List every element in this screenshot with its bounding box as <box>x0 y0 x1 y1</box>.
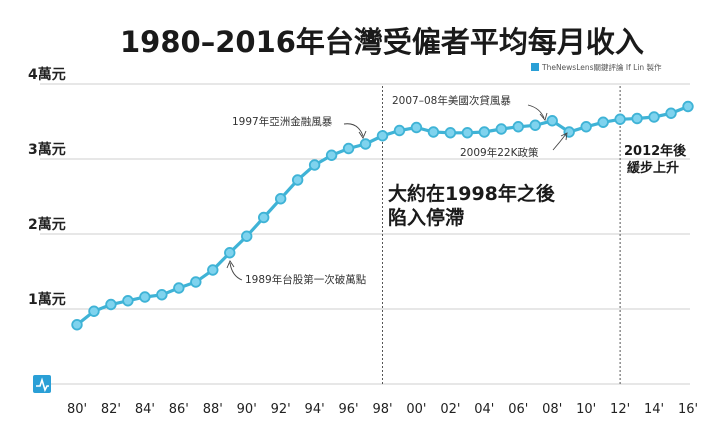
x-tick-label: 02' <box>440 402 460 417</box>
data-point <box>563 126 575 138</box>
annotation-stagnation-line1: 大約在1998年之後 <box>388 182 556 205</box>
x-axis-ticks: 80' 82' 84' 86' 88' 90' 92' 94' 96' 98' 00' 02' 04' 0… <box>67 402 698 417</box>
annotation-arrowhead <box>358 130 367 139</box>
annotation-arrowhead <box>226 260 235 269</box>
data-point <box>393 124 406 137</box>
data-point <box>597 116 609 128</box>
data-point <box>342 142 355 155</box>
x-tick-label: 80' <box>67 402 87 417</box>
y-tick-label: 3萬元 <box>28 141 66 158</box>
data-point <box>529 119 541 131</box>
x-tick-label: 84' <box>135 402 155 417</box>
annotation-arrow <box>343 123 364 137</box>
annotation-subprime: 2007–08年美國次貸風暴 <box>392 94 511 107</box>
data-point <box>173 282 185 294</box>
chart-credit: TheNewsLens關鍵評論 If Lin 製作 <box>541 62 662 72</box>
annotation-1989-stock: 1989年台股第一次破萬點 <box>245 273 367 286</box>
annotation-arrowhead <box>560 132 568 141</box>
x-tick-label: 94' <box>305 402 325 417</box>
data-point <box>376 130 389 142</box>
data-point <box>495 123 508 135</box>
data-point <box>190 276 202 288</box>
data-point <box>291 174 304 186</box>
x-tick-label: 12' <box>610 402 630 417</box>
x-tick-label: 86' <box>169 402 189 417</box>
annotation-layer: 1997年亞洲金融風暴 2007–08年美國次貸風暴 2009年22K政策 1989年… <box>226 94 687 286</box>
data-point <box>410 121 423 134</box>
x-tick-label: 82' <box>101 402 121 417</box>
data-point <box>665 107 677 119</box>
x-tick-label: 88' <box>203 402 223 417</box>
x-tick-label: 04' <box>474 402 494 417</box>
annotation-arrow <box>229 262 243 281</box>
credit-logo-icon <box>531 63 539 71</box>
data-point <box>207 264 219 276</box>
annotation-arrow <box>527 104 545 119</box>
y-tick-label: 4萬元 <box>28 66 66 83</box>
data-point <box>461 127 474 139</box>
y-axis-ticks: 1萬元 2萬元 3萬元 4萬元 <box>28 66 66 308</box>
data-point <box>308 159 321 171</box>
x-tick-label: 00' <box>406 402 426 417</box>
grid-layer <box>40 83 690 385</box>
data-point <box>156 289 168 301</box>
annotation-2012-line2: 緩步上升 <box>627 160 679 176</box>
x-tick-label: 98' <box>372 402 392 417</box>
data-point <box>325 149 338 161</box>
data-point <box>122 295 134 307</box>
axis-break-icon <box>33 375 51 393</box>
x-tick-label: 16' <box>678 402 698 417</box>
data-point <box>105 298 117 311</box>
data-point <box>614 113 626 125</box>
annotation-1997-crisis: 1997年亞洲金融風暴 <box>232 115 333 128</box>
data-point <box>139 291 151 303</box>
x-tick-label: 92' <box>271 402 291 417</box>
data-point <box>241 230 253 242</box>
series-layer <box>71 100 694 331</box>
data-point <box>631 112 643 125</box>
data-point <box>512 121 524 133</box>
data-point <box>359 138 372 150</box>
x-tick-label: 10' <box>576 402 596 417</box>
chart-title: 1980–2016年台灣受僱者平均每月收入 <box>120 25 644 59</box>
annotation-2012-line1: 2012年後 <box>624 143 687 159</box>
data-point <box>444 127 457 139</box>
x-tick-label: 08' <box>542 402 562 417</box>
annotation-arrow <box>552 133 567 151</box>
data-point <box>478 126 491 138</box>
annotation-22k: 2009年22K政策 <box>460 146 539 159</box>
data-point <box>546 115 558 127</box>
data-point <box>224 247 236 259</box>
data-point <box>682 100 694 113</box>
x-tick-label: 90' <box>237 402 257 417</box>
annotation-arrowhead <box>539 112 548 121</box>
annotation-stagnation-line2: 陷入停滯 <box>388 206 464 229</box>
data-point <box>71 319 83 331</box>
data-point <box>580 121 592 133</box>
y-tick-label: 1萬元 <box>28 291 66 308</box>
x-tick-label: 14' <box>644 402 664 417</box>
data-point <box>648 111 660 123</box>
x-tick-label: 06' <box>508 402 528 417</box>
y-tick-label: 2萬元 <box>28 216 66 233</box>
x-tick-label: 96' <box>338 402 358 417</box>
data-point <box>427 126 440 138</box>
data-point <box>274 193 287 205</box>
credit-logo: TheNewsLens關鍵評論 If Lin 製作 <box>531 62 662 72</box>
data-point <box>88 305 100 317</box>
data-point <box>257 211 270 224</box>
